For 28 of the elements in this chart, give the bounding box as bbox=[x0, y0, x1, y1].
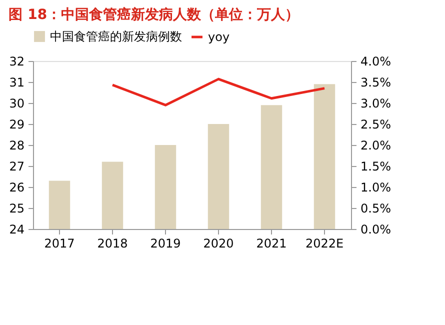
y-tick-label: 25 bbox=[9, 202, 24, 216]
x-tick-label: 2018 bbox=[97, 236, 128, 250]
y-tick-label: 29 bbox=[9, 118, 24, 132]
y2-tick-label: 1.0% bbox=[360, 180, 391, 194]
x-tick-label: 2017 bbox=[44, 236, 75, 250]
y2-tick-label: 4.0% bbox=[360, 54, 391, 68]
x-tick-label: 2022E bbox=[305, 236, 344, 250]
x-tick-label: 2019 bbox=[150, 236, 181, 250]
y2-tick-label: 1.5% bbox=[360, 160, 391, 174]
chart-title: 图 18：中国食管癌新发病人数（单位：万人） bbox=[8, 6, 300, 23]
y-tick-label: 30 bbox=[9, 96, 24, 110]
y-tick-label: 27 bbox=[9, 160, 24, 174]
y2-tick-label: 3.5% bbox=[360, 76, 391, 90]
y2-tick-label: 0.5% bbox=[360, 202, 391, 216]
line-series bbox=[111, 78, 326, 106]
y-tick-label: 24 bbox=[9, 222, 24, 236]
legend-label: 中国食管癌的新发病例数 bbox=[50, 30, 182, 44]
x-tick-label: 2021 bbox=[256, 236, 287, 250]
y2-tick-label: 2.0% bbox=[360, 138, 391, 152]
y2-tick-label: 3.0% bbox=[360, 96, 391, 110]
y-tick-label: 26 bbox=[9, 180, 24, 194]
y-tick-label: 32 bbox=[9, 54, 24, 68]
legend-label: yoy bbox=[208, 30, 230, 44]
x-tick-label: 2020 bbox=[203, 236, 234, 250]
y2-tick-label: 2.5% bbox=[360, 118, 391, 132]
y2-tick-label: 0.0% bbox=[360, 222, 391, 236]
y-tick-label: 28 bbox=[9, 138, 24, 152]
y-tick-label: 31 bbox=[9, 76, 24, 90]
